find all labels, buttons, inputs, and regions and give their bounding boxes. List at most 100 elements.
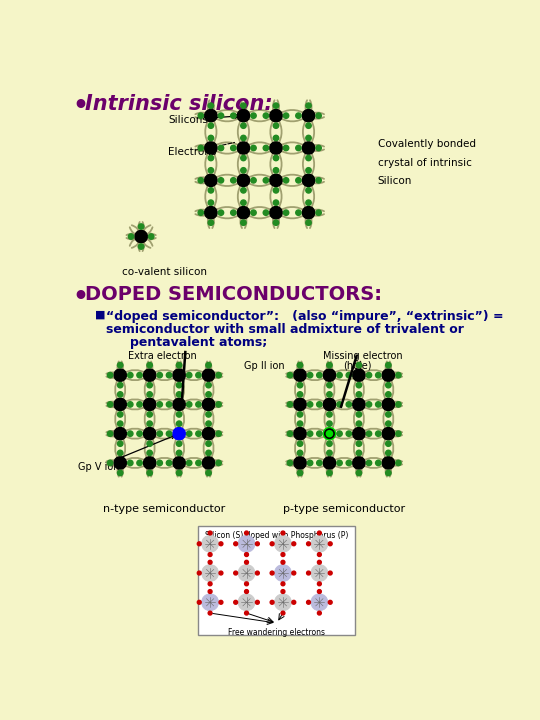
Circle shape xyxy=(306,220,311,225)
Circle shape xyxy=(157,431,163,436)
Circle shape xyxy=(251,145,256,150)
Circle shape xyxy=(346,372,352,378)
Circle shape xyxy=(241,200,246,205)
Circle shape xyxy=(327,421,332,426)
Circle shape xyxy=(234,571,238,575)
Circle shape xyxy=(218,145,224,150)
Circle shape xyxy=(356,470,362,476)
Circle shape xyxy=(327,450,332,456)
Circle shape xyxy=(298,412,303,417)
Text: Silicons: Silicons xyxy=(168,114,239,125)
Circle shape xyxy=(251,178,256,183)
Circle shape xyxy=(186,372,192,378)
Circle shape xyxy=(311,594,328,611)
Circle shape xyxy=(208,531,212,535)
Circle shape xyxy=(147,470,152,476)
Text: Electrons: Electrons xyxy=(168,143,234,157)
Circle shape xyxy=(386,362,391,368)
Circle shape xyxy=(127,402,133,407)
Circle shape xyxy=(147,412,152,417)
Circle shape xyxy=(241,188,246,193)
Circle shape xyxy=(216,372,221,378)
Circle shape xyxy=(318,531,321,535)
Circle shape xyxy=(147,441,152,446)
Circle shape xyxy=(208,220,214,225)
Circle shape xyxy=(327,392,332,397)
Circle shape xyxy=(318,590,321,593)
Circle shape xyxy=(298,470,303,476)
Circle shape xyxy=(107,460,113,466)
Circle shape xyxy=(382,369,395,382)
Circle shape xyxy=(292,542,296,546)
Circle shape xyxy=(255,600,259,604)
Circle shape xyxy=(234,542,238,546)
Text: p-type semiconductor: p-type semiconductor xyxy=(283,504,405,514)
Text: Free wandering electrons: Free wandering electrons xyxy=(228,629,325,637)
Circle shape xyxy=(274,535,292,552)
Circle shape xyxy=(327,382,332,388)
Circle shape xyxy=(218,178,224,183)
Circle shape xyxy=(118,392,123,397)
Circle shape xyxy=(114,428,126,440)
Circle shape xyxy=(318,553,321,557)
Circle shape xyxy=(241,156,246,161)
Circle shape xyxy=(208,168,214,173)
Circle shape xyxy=(118,421,123,426)
Circle shape xyxy=(356,450,362,456)
Circle shape xyxy=(327,362,332,368)
Circle shape xyxy=(366,431,372,436)
Circle shape xyxy=(306,135,311,140)
Circle shape xyxy=(284,210,289,215)
Circle shape xyxy=(208,135,214,140)
Circle shape xyxy=(316,178,321,183)
Circle shape xyxy=(298,441,303,446)
Circle shape xyxy=(147,382,152,388)
Circle shape xyxy=(323,428,336,440)
Text: Missing electron: Missing electron xyxy=(323,351,403,361)
Circle shape xyxy=(137,402,142,407)
Circle shape xyxy=(137,372,142,378)
Circle shape xyxy=(263,210,268,215)
Circle shape xyxy=(316,145,321,150)
Circle shape xyxy=(296,210,301,215)
Circle shape xyxy=(287,372,293,378)
Circle shape xyxy=(328,600,332,604)
Circle shape xyxy=(206,392,211,397)
Circle shape xyxy=(375,460,381,466)
Text: crystal of intrinsic: crystal of intrinsic xyxy=(377,158,471,168)
Circle shape xyxy=(306,200,311,205)
Circle shape xyxy=(245,590,248,593)
Circle shape xyxy=(137,460,142,466)
Circle shape xyxy=(205,207,217,219)
Circle shape xyxy=(270,571,274,575)
Text: ■: ■ xyxy=(96,310,106,320)
Circle shape xyxy=(114,398,126,410)
Circle shape xyxy=(177,470,182,476)
Circle shape xyxy=(237,109,249,122)
Circle shape xyxy=(231,210,236,215)
Circle shape xyxy=(375,402,381,407)
Circle shape xyxy=(270,174,282,186)
Circle shape xyxy=(147,421,152,426)
Circle shape xyxy=(201,564,219,582)
Circle shape xyxy=(237,142,249,154)
Circle shape xyxy=(353,428,365,440)
Circle shape xyxy=(273,200,279,205)
Circle shape xyxy=(281,560,285,564)
Circle shape xyxy=(281,582,285,586)
Circle shape xyxy=(208,188,214,193)
Circle shape xyxy=(166,431,172,436)
Circle shape xyxy=(148,234,154,239)
Circle shape xyxy=(202,398,215,410)
Circle shape xyxy=(337,372,342,378)
Circle shape xyxy=(241,168,246,173)
Circle shape xyxy=(273,135,279,140)
Circle shape xyxy=(147,362,152,368)
Circle shape xyxy=(114,369,126,382)
Circle shape xyxy=(197,571,201,575)
Circle shape xyxy=(284,178,289,183)
Circle shape xyxy=(294,369,306,382)
Circle shape xyxy=(316,210,321,215)
Circle shape xyxy=(144,428,156,440)
Circle shape xyxy=(318,611,321,615)
